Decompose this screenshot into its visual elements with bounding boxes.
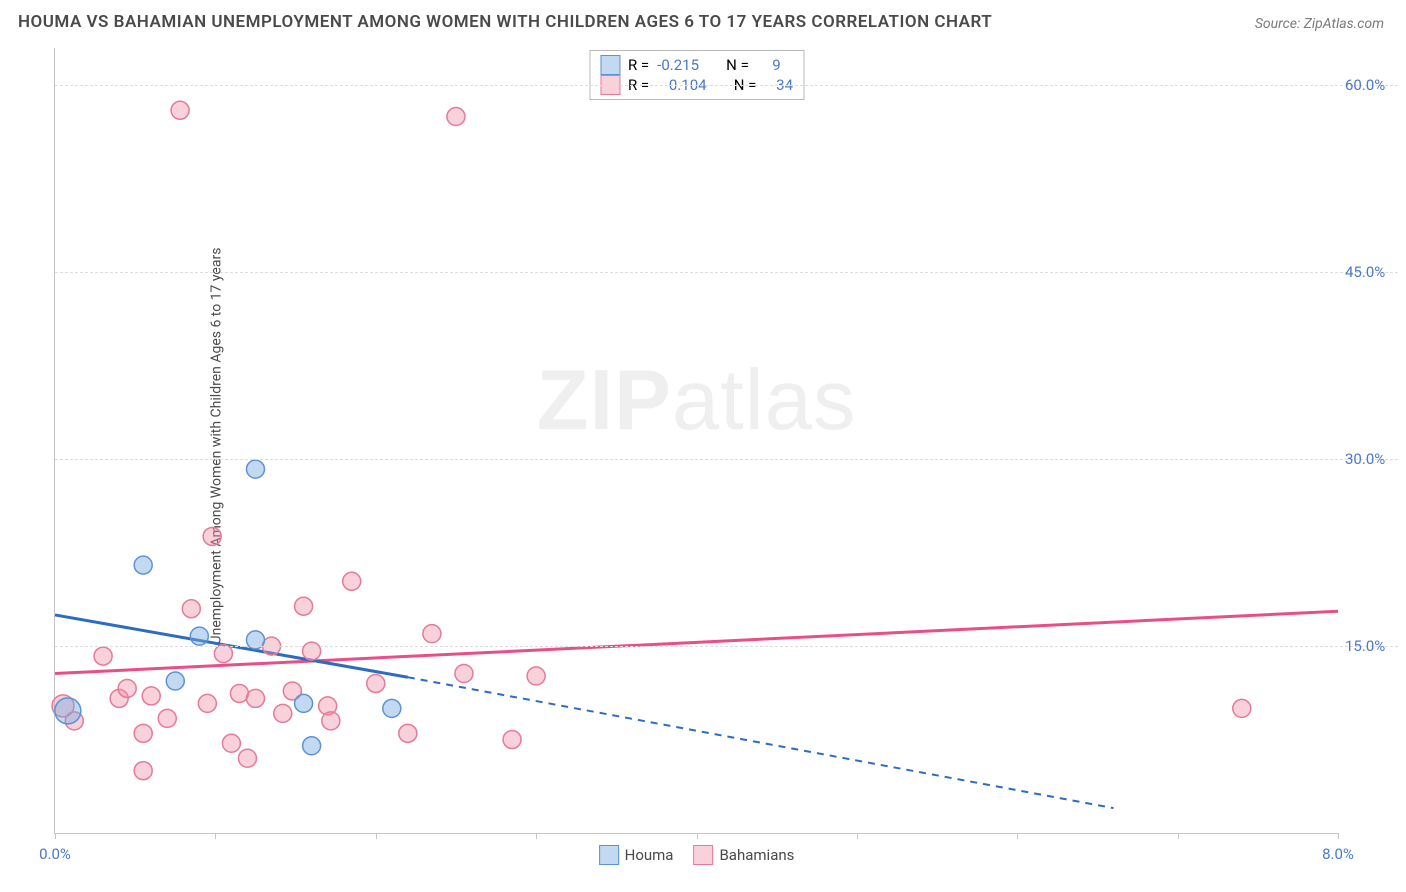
x-tick [215,833,216,839]
y-tick-label: 60.0% [1345,76,1400,94]
gridline [55,272,1398,273]
data-point [55,698,81,724]
plot-area: ZIPatlas R = -0.215 N = 9 R = 0.104 N = … [54,48,1338,834]
data-point [203,527,221,545]
gridline [55,646,1398,647]
x-tick [1017,833,1018,839]
gridline [55,459,1398,460]
y-tick-label: 45.0% [1345,263,1400,281]
legend-label-houma: Houma [625,846,674,864]
data-point [94,647,112,665]
data-point [214,645,232,663]
x-tick [697,833,698,839]
data-point [527,667,545,685]
data-point [246,460,264,478]
x-tick [536,833,537,839]
x-tick-label: 8.0% [1322,845,1354,863]
data-point [399,724,417,742]
data-point [198,694,216,712]
data-point [142,687,160,705]
legend-label-bahamians: Bahamians [719,846,794,864]
data-point [322,712,340,730]
legend-series: Houma Bahamians [599,845,795,865]
data-point [230,684,248,702]
x-tick [1338,833,1339,839]
data-point [455,665,473,683]
data-point [303,642,321,660]
swatch-houma-icon [599,845,619,865]
data-point [503,731,521,749]
data-point [423,625,441,643]
source-attribution: Source: ZipAtlas.com [1255,16,1384,32]
data-point [1233,699,1251,717]
data-point [118,679,136,697]
x-tick-label: 0.0% [39,845,71,863]
data-point [166,672,184,690]
data-point [158,709,176,727]
data-point [190,627,208,645]
data-point [134,762,152,780]
data-point [447,108,465,126]
data-point [222,734,240,752]
data-point [295,597,313,615]
data-point [367,674,385,692]
data-point [238,749,256,767]
source-prefix: Source: [1255,16,1304,32]
plot-svg [55,48,1338,833]
data-point [182,600,200,618]
data-point [343,572,361,590]
data-point [295,694,313,712]
data-point [171,101,189,119]
chart-title: HOUMA VS BAHAMIAN UNEMPLOYMENT AMONG WOM… [18,12,992,32]
data-point [134,556,152,574]
data-point [246,689,264,707]
data-point [303,737,321,755]
x-tick [55,833,56,839]
data-point [383,699,401,717]
x-tick [376,833,377,839]
y-tick-label: 15.0% [1345,637,1400,655]
data-point [274,704,292,722]
y-tick-label: 30.0% [1345,450,1400,468]
gridline [55,85,1398,86]
x-tick [857,833,858,839]
legend-item-houma: Houma [599,845,674,865]
x-tick [1178,833,1179,839]
data-point [134,724,152,742]
swatch-bahamians-icon [693,845,713,865]
legend-item-bahamians: Bahamians [693,845,794,865]
source-name: ZipAtlas.com [1304,16,1384,32]
